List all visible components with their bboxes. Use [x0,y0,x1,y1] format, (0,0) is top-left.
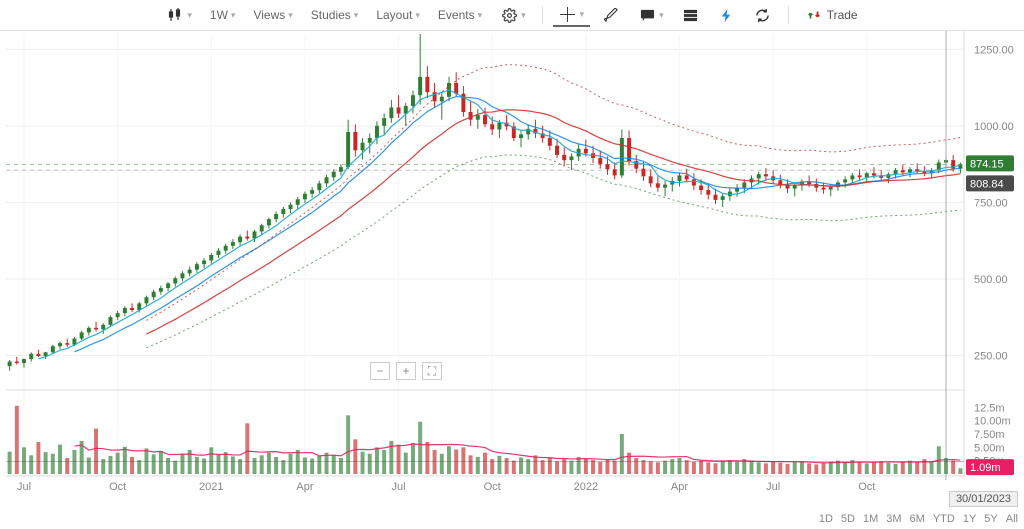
chevron-down-icon: ▾ [415,10,420,21]
range-selector: 1D 5D 1M 3M 6M YTD 1Y 5Y All [819,513,1018,525]
events-menu[interactable]: Events ▾ [432,6,488,24]
zoom-out-button[interactable]: − [370,362,390,380]
svg-text:Oct: Oct [109,481,126,493]
chevron-down-icon: ▾ [580,9,585,20]
svg-text:2022: 2022 [574,481,598,493]
svg-text:Apr: Apr [671,481,688,493]
pencil-icon [602,6,620,24]
settings-button[interactable]: ▾ [494,4,532,26]
chevron-down-icon: ▾ [659,10,664,21]
chart-svg: 250.00500.00750.001000.001250.002.50m5.0… [0,30,1024,529]
svg-text:500.00: 500.00 [974,274,1008,286]
svg-text:7.50m: 7.50m [974,429,1005,441]
studies-label: Studies [311,8,351,22]
range-all[interactable]: All [1006,513,1018,525]
trade-label: Trade [827,8,858,22]
range-1d[interactable]: 1D [819,513,833,525]
chevron-down-icon: ▾ [354,10,359,21]
range-3m[interactable]: 3M [886,513,901,525]
range-5d[interactable]: 5D [841,513,855,525]
interval-label: 1W [210,8,228,22]
gear-icon [500,6,518,24]
svg-text:Oct: Oct [858,481,875,493]
refresh-icon [754,6,772,24]
range-ytd[interactable]: YTD [933,513,955,525]
views-label: Views [253,8,285,22]
views-menu[interactable]: Views ▾ [247,6,298,24]
layout-label: Layout [376,8,412,22]
chevron-down-icon: ▾ [231,10,236,21]
events-label: Events [438,8,475,22]
svg-text:874.15: 874.15 [970,158,1004,170]
range-1y[interactable]: 1Y [963,513,976,525]
bolt-icon [718,6,736,24]
svg-text:1.09m: 1.09m [970,462,1001,474]
chart-area[interactable]: 250.00500.00750.001000.001250.002.50m5.0… [0,30,1024,529]
zoom-in-button[interactable]: + [396,362,416,380]
svg-text:Jul: Jul [766,481,780,493]
candlestick-icon [166,6,184,24]
svg-text:808.84: 808.84 [970,178,1004,190]
svg-text:Jul: Jul [392,481,406,493]
studies-menu[interactable]: Studies ▾ [305,6,365,24]
draw-tool[interactable] [596,4,626,26]
interval-menu[interactable]: 1W ▾ [204,6,242,24]
zoom-controls: − + ⛶ [370,362,442,380]
svg-text:1000.00: 1000.00 [974,121,1014,133]
trade-button[interactable]: Trade [799,4,864,26]
separator [788,6,789,24]
svg-text:5.00m: 5.00m [974,442,1005,454]
comment-tool[interactable]: ▾ [632,4,670,26]
svg-text:250.00: 250.00 [974,350,1008,362]
refresh-tool[interactable] [748,4,778,26]
chart-type-menu[interactable]: ▾ [160,4,198,26]
range-5y[interactable]: 5Y [984,513,997,525]
svg-text:Oct: Oct [484,481,501,493]
fullscreen-button[interactable]: ⛶ [422,362,442,380]
svg-text:1250.00: 1250.00 [974,44,1014,56]
separator [542,6,543,24]
svg-text:12.5m: 12.5m [974,402,1005,414]
layout-menu[interactable]: Layout ▾ [370,6,426,24]
svg-text:10.00m: 10.00m [974,416,1011,428]
svg-text:Jul: Jul [17,481,31,493]
cursor-date: 30/01/2023 [949,491,1018,507]
comment-icon [638,6,656,24]
range-6m[interactable]: 6M [910,513,925,525]
table-tool[interactable] [676,4,706,26]
trade-icon [805,6,823,24]
crosshair-icon [559,5,577,23]
chevron-down-icon: ▾ [521,10,526,21]
chevron-down-icon: ▾ [288,10,293,21]
table-icon [682,6,700,24]
range-1m[interactable]: 1M [863,513,878,525]
crosshair-tool[interactable]: ▾ [553,3,591,27]
bolt-tool[interactable] [712,4,742,26]
chevron-down-icon: ▾ [187,10,192,21]
toolbar: ▾ 1W ▾ Views ▾ Studies ▾ Layout ▾ Events… [0,0,1024,31]
svg-text:2021: 2021 [199,481,223,493]
svg-text:Apr: Apr [296,481,313,493]
chevron-down-icon: ▾ [478,10,483,21]
svg-text:750.00: 750.00 [974,197,1008,209]
